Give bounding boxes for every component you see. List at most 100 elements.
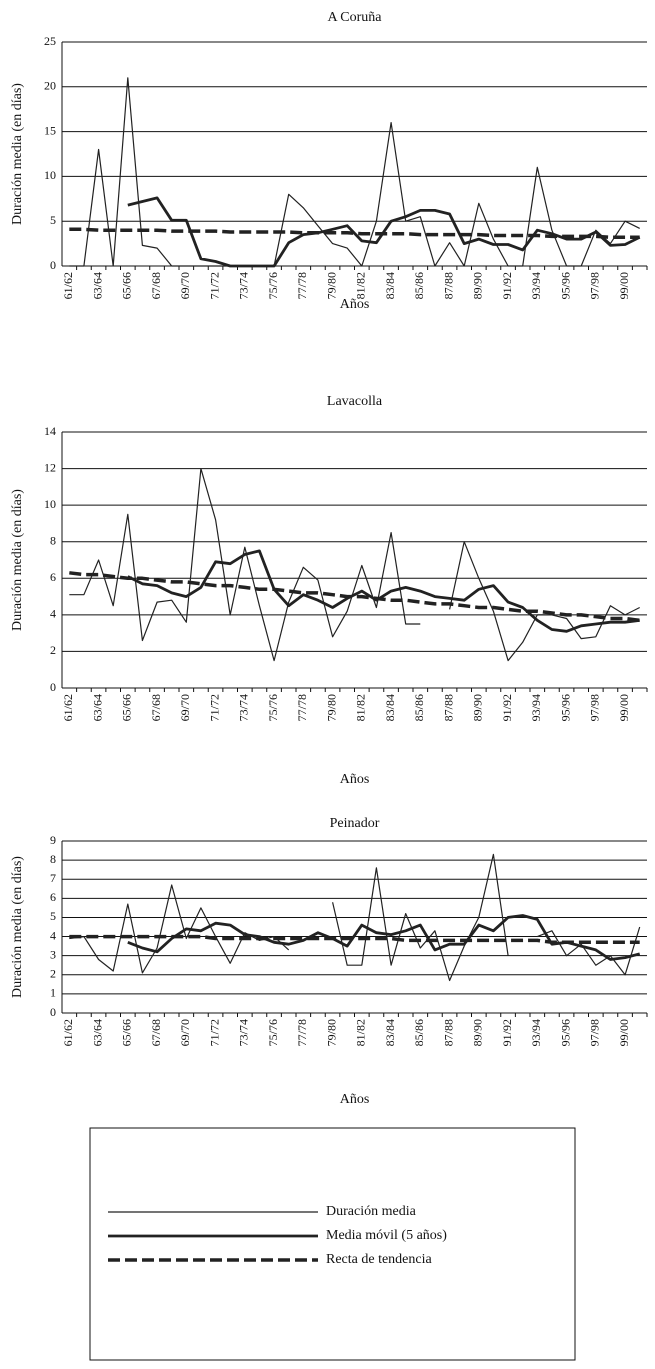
x-tick-label: 89/90 xyxy=(471,1019,485,1046)
x-tick-label: 77/78 xyxy=(295,694,309,721)
x-tick-label: 91/92 xyxy=(500,272,514,299)
x-tick-label: 77/78 xyxy=(295,272,309,299)
y-tick-label: 0 xyxy=(50,1005,56,1019)
y-tick-label: 4 xyxy=(50,928,56,942)
x-tick-label: 87/88 xyxy=(441,272,455,299)
x-tick-label: 61/62 xyxy=(61,272,75,299)
x-tick-label: 93/94 xyxy=(529,1019,543,1046)
x-tick-label: 83/84 xyxy=(383,1019,397,1046)
y-tick-label: 1 xyxy=(50,986,56,1000)
x-tick-label: 73/74 xyxy=(237,272,251,299)
x-tick-label: 97/98 xyxy=(588,694,602,721)
x-tick-label: 63/64 xyxy=(90,1019,104,1046)
x-tick-label: 69/70 xyxy=(178,272,192,299)
series-line xyxy=(69,468,640,662)
x-tick-label: 97/98 xyxy=(588,272,602,299)
x-tick-label: 69/70 xyxy=(178,1019,192,1046)
x-tick-label: 89/90 xyxy=(471,272,485,299)
x-axis-label: Años xyxy=(340,1092,370,1107)
x-tick-label: 85/86 xyxy=(412,694,426,721)
x-tick-label: 71/72 xyxy=(207,694,221,721)
series-line xyxy=(69,77,640,267)
y-axis-label: Duración media (en días) xyxy=(10,83,25,225)
y-tick-label: 6 xyxy=(50,570,56,584)
x-tick-label: 75/76 xyxy=(266,694,280,721)
x-tick-label: 69/70 xyxy=(178,694,192,721)
y-tick-label: 4 xyxy=(50,607,56,621)
series-line xyxy=(69,227,640,240)
x-tick-label: 91/92 xyxy=(500,694,514,721)
y-tick-label: 3 xyxy=(50,947,56,961)
y-tick-label: 8 xyxy=(50,533,56,547)
chart-title: Lavacolla xyxy=(327,394,383,409)
x-tick-label: 99/00 xyxy=(617,694,631,721)
series-line xyxy=(69,571,640,623)
x-tick-label: 73/74 xyxy=(237,694,251,721)
x-tick-label: 67/68 xyxy=(149,272,163,299)
x-tick-label: 85/86 xyxy=(412,272,426,299)
x-tick-label: 95/96 xyxy=(558,272,572,299)
x-tick-label: 65/66 xyxy=(120,1019,134,1046)
y-tick-label: 0 xyxy=(50,680,56,694)
y-tick-label: 9 xyxy=(50,833,56,847)
x-tick-label: 91/92 xyxy=(500,1019,514,1046)
x-tick-label: 67/68 xyxy=(149,1019,163,1046)
x-tick-label: 79/80 xyxy=(324,272,338,299)
x-tick-label: 71/72 xyxy=(207,1019,221,1046)
x-tick-label: 75/76 xyxy=(266,1019,280,1046)
x-tick-label: 97/98 xyxy=(588,1019,602,1046)
x-tick-label: 77/78 xyxy=(295,1019,309,1046)
x-tick-label: 79/80 xyxy=(324,1019,338,1046)
x-axis-label: Años xyxy=(340,772,370,787)
x-tick-label: 95/96 xyxy=(558,1019,572,1046)
x-tick-label: 83/84 xyxy=(383,694,397,721)
y-tick-label: 20 xyxy=(44,79,56,93)
x-tick-label: 61/62 xyxy=(61,694,75,721)
x-tick-label: 81/82 xyxy=(354,1019,368,1046)
y-tick-label: 14 xyxy=(44,424,56,438)
y-tick-label: 12 xyxy=(44,460,56,474)
y-tick-label: 15 xyxy=(44,123,56,137)
legend-label: Media móvil (5 años) xyxy=(326,1228,447,1243)
x-tick-label: 81/82 xyxy=(354,694,368,721)
x-tick-label: 93/94 xyxy=(529,694,543,721)
x-tick-label: 63/64 xyxy=(90,272,104,299)
x-tick-label: 93/94 xyxy=(529,272,543,299)
legend-label: Recta de tendencia xyxy=(326,1252,433,1267)
y-tick-label: 7 xyxy=(50,871,56,885)
chart-title: Peinador xyxy=(330,816,380,831)
y-tick-label: 2 xyxy=(50,643,56,657)
y-tick-label: 8 xyxy=(50,852,56,866)
y-tick-label: 6 xyxy=(50,890,56,904)
legend-box xyxy=(89,1127,576,1361)
x-tick-label: 87/88 xyxy=(441,1019,455,1046)
x-tick-label: 75/76 xyxy=(266,272,280,299)
x-tick-label: 83/84 xyxy=(383,272,397,299)
series-line xyxy=(127,549,640,633)
x-tick-label: 73/74 xyxy=(237,1019,251,1046)
y-tick-label: 0 xyxy=(50,258,56,272)
legend-label: Duración media xyxy=(326,1204,417,1219)
x-tick-label: 65/66 xyxy=(120,694,134,721)
x-axis-label: Años xyxy=(340,297,370,312)
x-tick-label: 61/62 xyxy=(61,1019,75,1046)
y-tick-label: 10 xyxy=(44,497,56,511)
x-tick-label: 87/88 xyxy=(441,694,455,721)
x-tick-label: 95/96 xyxy=(558,694,572,721)
x-tick-label: 67/68 xyxy=(149,694,163,721)
y-tick-label: 2 xyxy=(50,967,56,981)
x-tick-label: 79/80 xyxy=(324,694,338,721)
x-tick-label: 81/82 xyxy=(354,272,368,299)
x-tick-label: 71/72 xyxy=(207,272,221,299)
x-tick-label: 99/00 xyxy=(617,1019,631,1046)
y-tick-label: 5 xyxy=(50,909,56,923)
x-tick-label: 89/90 xyxy=(471,694,485,721)
y-tick-label: 5 xyxy=(50,213,56,227)
x-tick-label: 65/66 xyxy=(120,272,134,299)
x-tick-label: 85/86 xyxy=(412,1019,426,1046)
y-tick-label: 10 xyxy=(44,168,56,182)
y-axis-label: Duración media (en días) xyxy=(10,489,25,631)
x-tick-label: 63/64 xyxy=(90,694,104,721)
series-line xyxy=(69,934,640,945)
